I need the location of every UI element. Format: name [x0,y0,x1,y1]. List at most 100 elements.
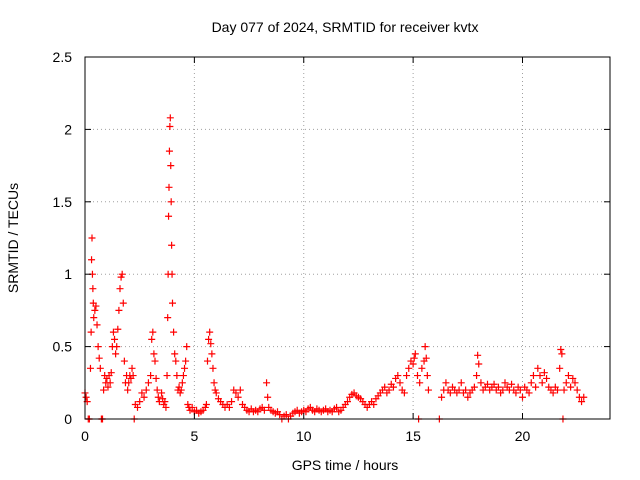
data-point [540,369,548,377]
data-point [144,379,152,387]
data-point [578,398,586,406]
data-point [165,147,173,155]
data-point [569,374,577,382]
data-point [90,314,98,322]
plot-frame [84,56,611,420]
data-points [81,114,588,423]
data-point [225,403,233,411]
data-point [188,403,196,411]
data-point [543,374,551,382]
data-point [423,372,431,380]
data-point [87,328,95,336]
data-point [93,321,101,329]
data-point [536,372,544,380]
data-point [153,386,161,394]
data-point [556,364,564,372]
data-point [166,123,174,131]
data-point [166,114,174,122]
y-tick-label: 1 [64,266,72,282]
data-point [470,383,478,391]
data-point [206,328,214,336]
y-tick-label: 1.5 [53,194,73,210]
data-point [104,383,112,391]
data-point [490,380,498,388]
data-point [106,379,114,387]
data-point [116,285,124,293]
data-point [173,372,181,380]
data-point [333,403,341,411]
data-point [111,335,119,343]
data-point [95,354,103,362]
data-point [138,389,146,397]
data-point [405,364,413,372]
data-point [208,350,216,358]
y-tick-label: 0 [64,411,72,427]
data-point [172,357,180,365]
data-point [421,343,429,351]
data-point [202,401,210,409]
data-point [560,386,568,394]
data-point [118,270,126,278]
data-point [158,389,166,397]
data-point [120,357,128,365]
data-point [161,398,169,406]
data-point [209,364,217,372]
data-point [410,354,418,362]
data-point [532,383,540,391]
data-point [381,383,389,391]
data-point [455,386,463,394]
data-point [228,398,236,406]
data-point [411,350,419,358]
data-point [88,234,96,242]
data-point [438,393,446,401]
x-tick-label: 20 [515,428,531,444]
y-tick-label: 2.5 [53,49,73,65]
data-point [529,372,537,380]
data-point [150,350,158,358]
data-point [107,369,115,377]
data-point [473,372,481,380]
data-point [129,372,137,380]
data-point [149,328,157,336]
data-point [89,285,97,293]
data-point [549,389,557,397]
data-point [499,386,507,394]
data-point [264,393,272,401]
data-point [128,364,136,372]
data-point [442,379,450,387]
x-tick-label: 15 [405,428,421,444]
data-point [494,383,502,391]
data-point [534,364,542,372]
data-point [179,372,187,380]
data-point [152,374,160,382]
data-point [557,345,565,353]
data-point [422,354,430,362]
x-tick-label: 0 [81,428,89,444]
x-tick-label: 5 [190,428,198,444]
data-point [136,398,144,406]
data-point [394,372,402,380]
data-point [403,372,411,380]
data-point [100,386,108,394]
data-point [276,411,284,419]
data-point [124,386,132,394]
data-point [389,383,397,391]
data-point [86,364,94,372]
data-point [96,364,104,372]
data-point [91,306,99,314]
data-point [154,393,162,401]
data-point [169,299,176,307]
x-tick-label: 10 [296,428,312,444]
data-point [140,393,148,401]
data-point [181,364,189,372]
data-point [567,383,575,391]
chart-title: Day 077 of 2024, SRMTID for receiver kvt… [212,19,479,35]
y-axis-label: SRMTID / TECUs [5,183,21,293]
data-point [477,379,485,387]
data-point [134,403,141,411]
data-point [148,335,156,343]
data-point [344,398,351,406]
data-point [525,389,533,397]
data-point [183,343,191,351]
